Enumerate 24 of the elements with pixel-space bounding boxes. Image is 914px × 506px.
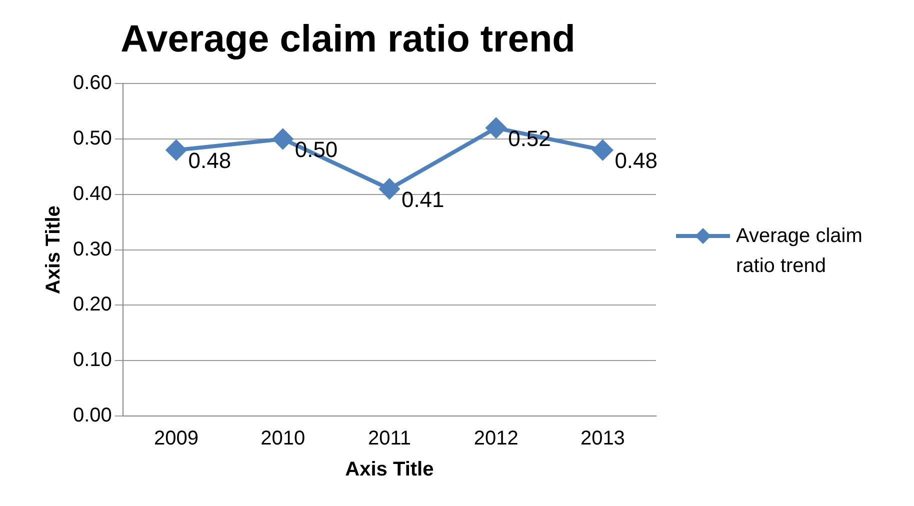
point [272, 129, 293, 149]
point [379, 178, 400, 199]
x-tick-label: 2011 [368, 428, 411, 450]
point [592, 140, 613, 160]
chart-title: Average claim ratio trend [120, 18, 576, 60]
legend-label: Average claim ratio trend [736, 224, 864, 278]
x-tick-label: 2013 [580, 428, 625, 450]
point [166, 140, 186, 160]
y-tick-label: 0.30 [72, 238, 112, 260]
x-tick-label: 2012 [474, 428, 518, 450]
y-axis-title: Axis Title [42, 206, 65, 294]
data-label: 0.41 [401, 186, 444, 212]
data-label: 0.48 [188, 148, 232, 174]
data-label: 0.48 [614, 148, 658, 174]
x-axis-title: Axis Title [345, 458, 434, 481]
y-tick-label: 0.10 [72, 349, 112, 372]
y-tick-label: 0.40 [72, 182, 112, 205]
x-tick-label: 2010 [260, 428, 306, 450]
x-tick-label: 2009 [154, 428, 198, 450]
point [486, 118, 506, 138]
y-tick-label: 0.00 [72, 404, 112, 427]
y-tick-label: 0.20 [72, 294, 112, 316]
y-tick-label: 0.50 [72, 128, 112, 150]
y-tick-label: 0.60 [72, 72, 112, 94]
